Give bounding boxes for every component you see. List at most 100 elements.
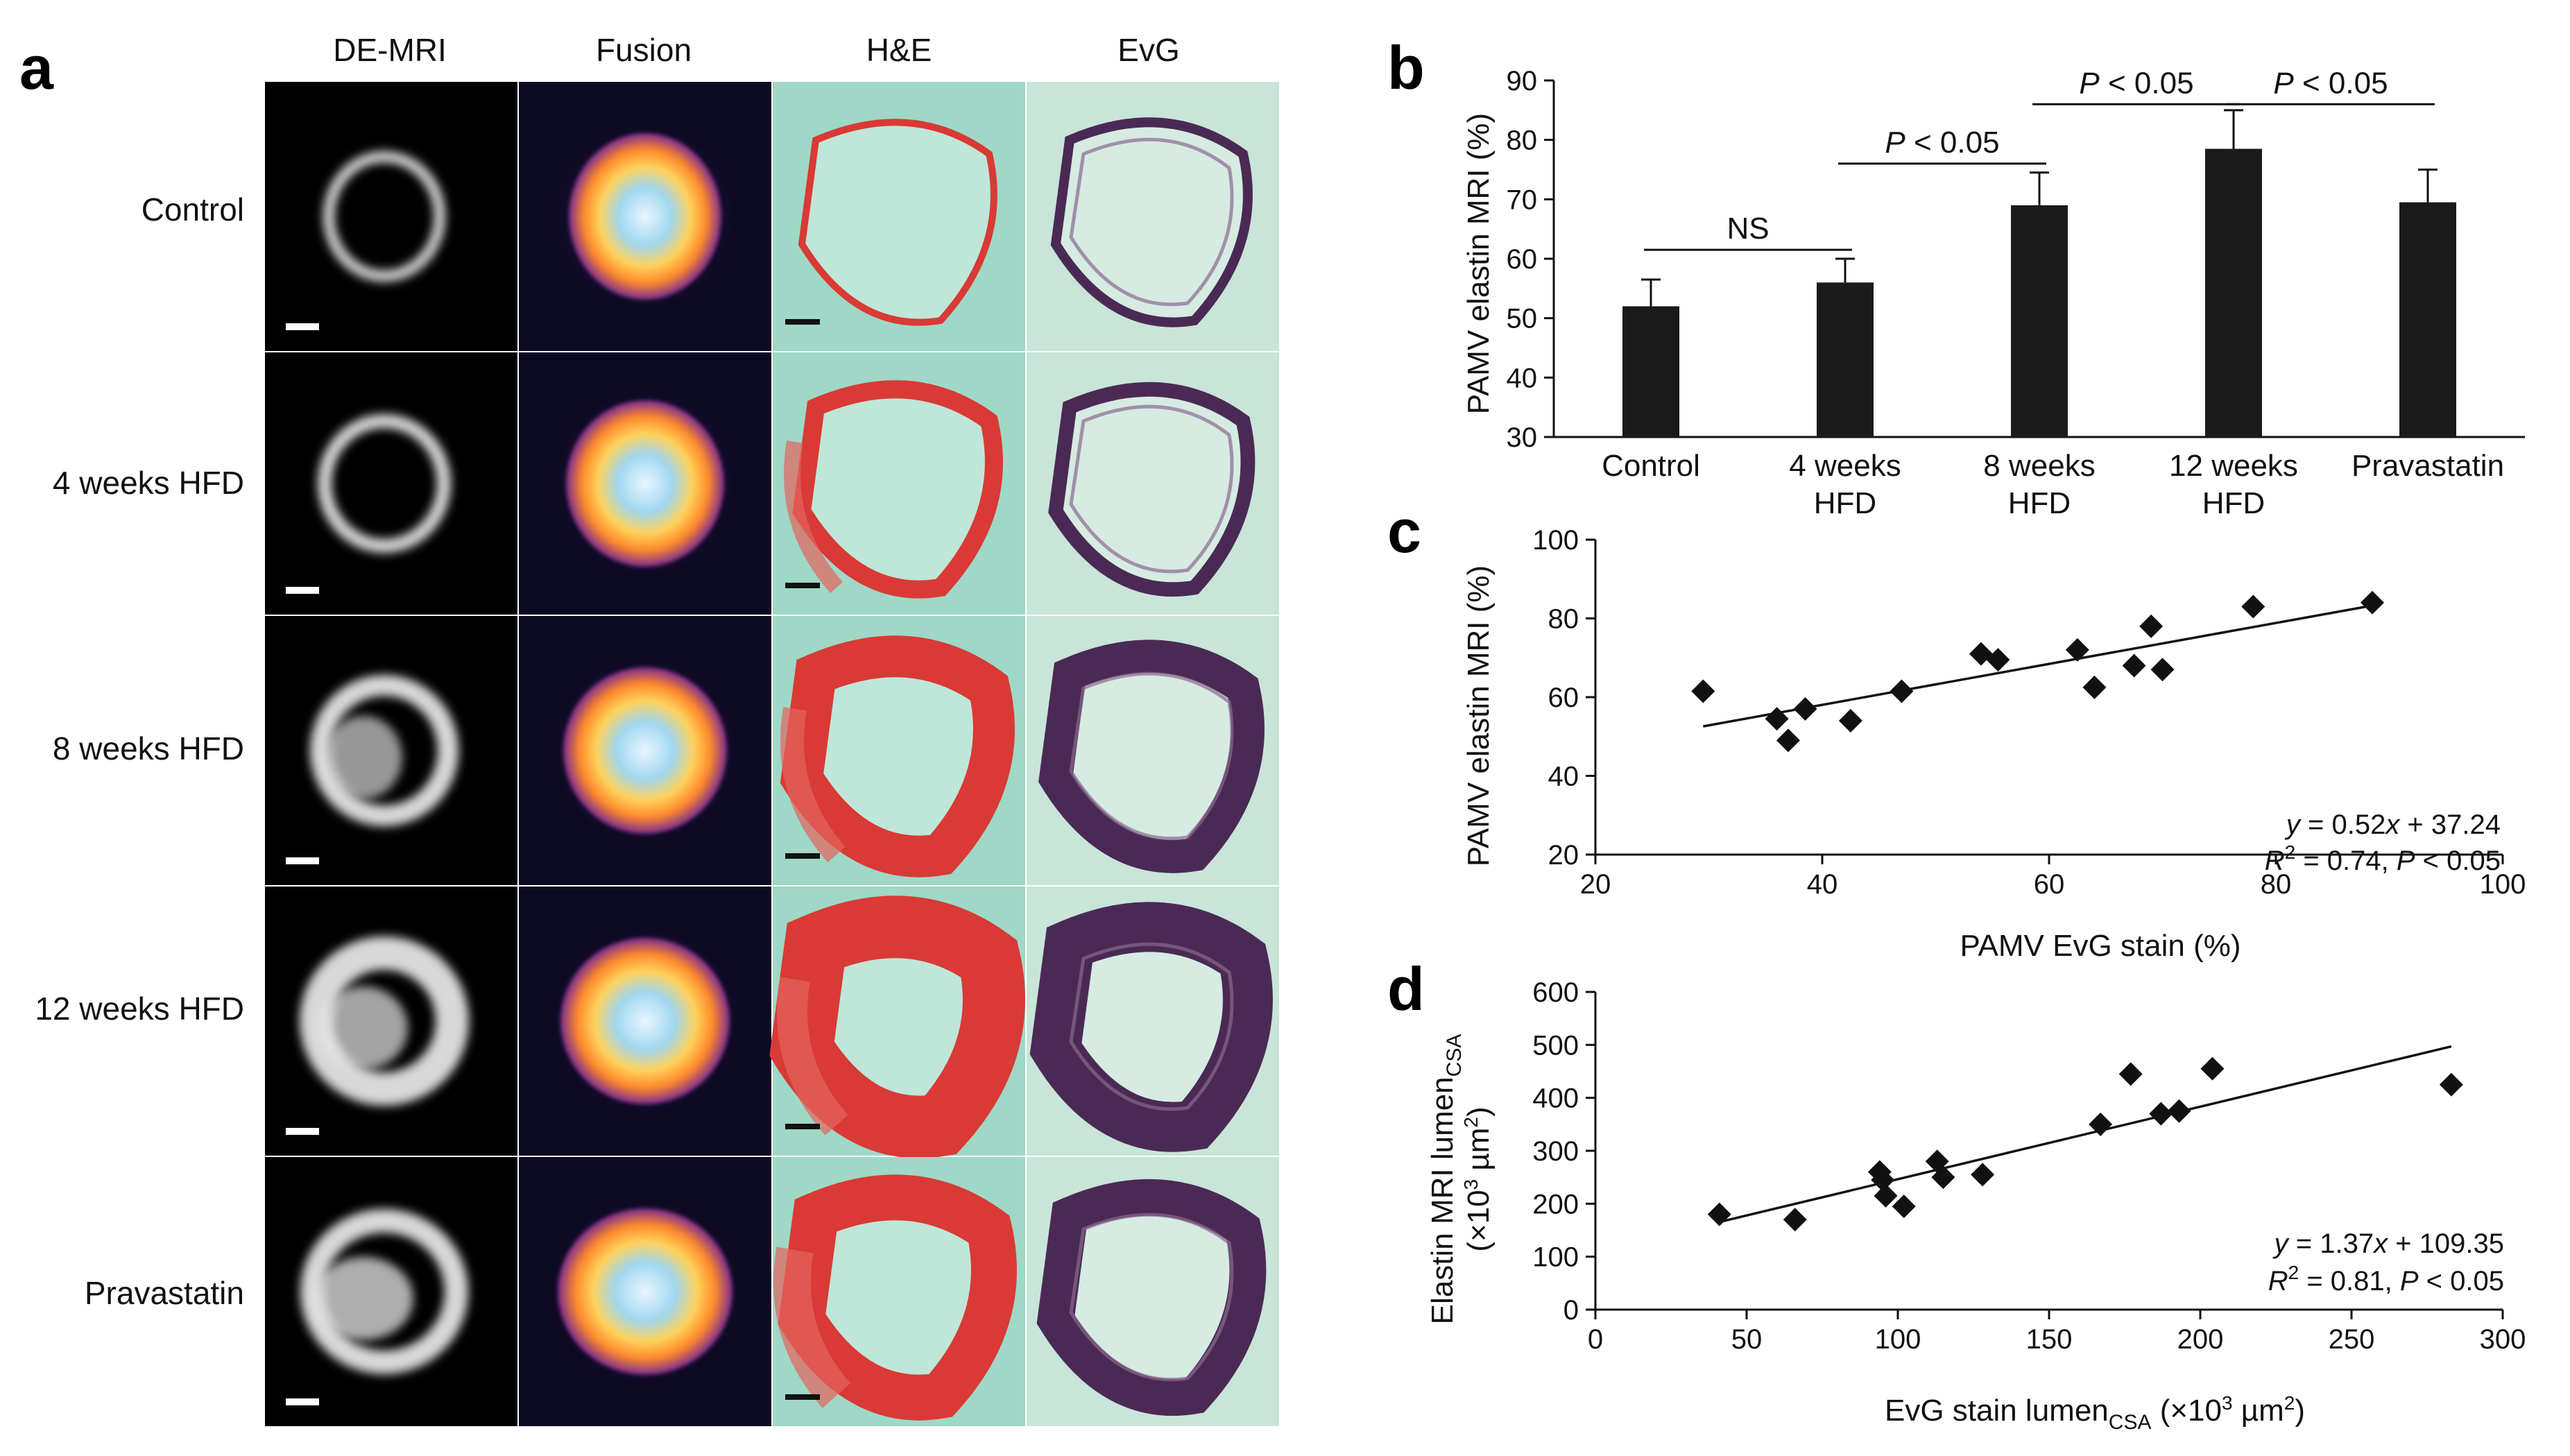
image-tile-4-weeks-hfd-evg — [1027, 352, 1279, 615]
fusion-core — [563, 667, 727, 834]
panel-d-fit-line — [1719, 1045, 2452, 1224]
panel-b-axes: 30 40 50 60 70 80 90 — [1507, 66, 2525, 453]
panel-b-y-tick-label: 90 — [1507, 66, 1538, 96]
panel-c-data-point — [2150, 658, 2175, 682]
panel-c-data-point — [2241, 594, 2265, 619]
scale-bar — [785, 1394, 820, 1400]
mri-background — [265, 352, 517, 615]
image-tile-8-weeks-hfd-fusion — [519, 616, 771, 885]
panel-b-significance-label: P < 0.05 — [1885, 126, 1999, 160]
panel-c-x-axis-label: PAMV EvG stain (%) — [1960, 929, 2241, 963]
scale-bar — [286, 857, 319, 864]
column-header-he: H&E — [866, 32, 932, 68]
evg-vessel-section — [1048, 382, 1256, 597]
panel-d-x-tick-label: 0 — [1588, 1324, 1603, 1355]
panel-c-data-point — [2122, 653, 2146, 678]
image-tile-12-weeks-hfd-evg — [1027, 887, 1279, 1156]
he-plaque — [784, 440, 843, 593]
image-tile-pravastatin-he — [773, 1157, 1025, 1426]
panel-d-y-axis-unit: (×103 µm2) — [1460, 1106, 1496, 1251]
image-tile-pravastatin-de-mri — [265, 1157, 517, 1426]
panel-c-y-tick-label: 100 — [1532, 525, 1579, 556]
he-plaque — [780, 707, 846, 863]
panel-d-x-tick-label: 200 — [2177, 1324, 2224, 1355]
evg-elastic-lamina — [1069, 137, 1234, 307]
panel-b-category-label: 4 weeks — [1789, 449, 1901, 483]
image-tile-8-weeks-hfd-de-mri — [265, 616, 517, 885]
panel-b-y-tick-label: 70 — [1507, 185, 1538, 215]
panel-d-data-point — [2149, 1102, 2173, 1126]
panel-c-y-tick-label: 60 — [1548, 683, 1579, 713]
panel-c-y-tick-label: 80 — [1548, 604, 1579, 635]
panel-b-significance-label: NS — [1727, 212, 1769, 246]
panel-b-significance-label: P < 0.05 — [2273, 66, 2388, 100]
evg-vessel-section — [1036, 1179, 1267, 1416]
panel-d-y-axis-label: Elastin MRI lumenCSA — [1425, 1034, 1466, 1325]
panel-b-y-tick-label: 60 — [1507, 244, 1538, 275]
image-tile-pravastatin-evg — [1027, 1157, 1279, 1426]
panel-c-data-point — [1765, 707, 1789, 731]
image-tile-control-evg — [1027, 82, 1279, 351]
panel-b-category-label: HFD — [2202, 486, 2265, 520]
image-tile-12-weeks-hfd-fusion — [519, 887, 771, 1156]
panel-b-significance: NS P < 0.05 P < 0.05 P < 0.05 — [1644, 66, 2435, 251]
plaque-signal — [325, 716, 402, 799]
panel-d-x-tick-label: 50 — [1731, 1324, 1763, 1355]
panel-d-data-point — [2089, 1112, 2113, 1136]
plaque-signal — [314, 1257, 413, 1340]
fusion-core — [558, 1208, 733, 1375]
evg-vessel-section — [1050, 117, 1253, 327]
mri-background — [265, 82, 517, 351]
row-header-8-weeks-hfd: 8 weeks HFD — [53, 730, 244, 766]
row-header-pravastatin: Pravastatin — [85, 1275, 244, 1311]
scale-bar — [785, 1124, 820, 1129]
panel-b-y-tick-label: 30 — [1507, 422, 1538, 453]
image-tile-pravastatin-fusion — [519, 1157, 771, 1426]
panel-d-scatter: d Elastin MRI lumenCSA (×103 µm2) EvG st… — [1387, 954, 2526, 1434]
he-plaque — [777, 977, 848, 1136]
panel-c-data-point — [2139, 614, 2164, 638]
evg-elastic-lamina — [1069, 671, 1234, 841]
panel-d-letter: d — [1387, 954, 1425, 1023]
panel-d-data-point — [1783, 1208, 1807, 1232]
panel-b-bar — [2205, 148, 2262, 437]
panel-d-data-point — [1707, 1202, 1731, 1226]
panel-c-y-tick-label: 20 — [1548, 840, 1579, 871]
he-vessel-section — [780, 635, 1015, 877]
panel-b-significance-label: P < 0.05 — [2079, 66, 2193, 100]
row-header-4-weeks-hfd: 4 weeks HFD — [53, 465, 244, 501]
image-tile-8-weeks-hfd-evg — [1027, 616, 1279, 885]
panel-d-y-tick-label: 200 — [1532, 1189, 1579, 1219]
panel-d-data-point — [1874, 1183, 1898, 1208]
panel-b-category-label: 8 weeks — [1983, 449, 2095, 483]
image-tile-control-he — [773, 82, 1025, 351]
panel-b-category-label: Control — [1602, 449, 1700, 483]
panel-d-data-point — [1931, 1165, 1955, 1190]
panel-c-data-point — [1890, 679, 1914, 703]
image-tile-12-weeks-hfd-he — [769, 887, 1025, 1158]
he-plaque — [773, 1247, 851, 1408]
he-vessel-section — [769, 896, 1025, 1158]
panel-b-y-tick-label: 40 — [1507, 363, 1538, 393]
image-tile-control-de-mri — [265, 82, 517, 351]
image-tile-control-fusion — [519, 82, 771, 351]
evg-elastic-lamina — [1069, 1213, 1234, 1382]
evg-elastic-lamina — [1069, 942, 1234, 1111]
panel-d-y-tick-label: 600 — [1532, 977, 1579, 1008]
panel-b-bar — [2399, 202, 2456, 437]
vessel-wall-ring — [323, 151, 445, 282]
fusion-core — [566, 400, 724, 567]
row-header-control: Control — [142, 191, 244, 228]
panel-c-data-point — [1986, 648, 2010, 672]
scale-bar — [286, 587, 319, 594]
panel-d-data-point — [2200, 1056, 2225, 1081]
scale-bar — [286, 1398, 319, 1405]
panel-b-category-label: 12 weeks — [2169, 449, 2298, 483]
image-tile-4-weeks-hfd-he — [773, 352, 1025, 615]
panel-c-scatter: c PAMV elastin MRI (%) PAMV EvG stain (%… — [1387, 497, 2526, 963]
panel-c-x-tick-label: 60 — [2034, 869, 2065, 900]
column-header-de-mri: DE-MRI — [333, 32, 447, 68]
he-vessel-section — [778, 1174, 1017, 1421]
panel-d-data-point — [1871, 1167, 1895, 1192]
